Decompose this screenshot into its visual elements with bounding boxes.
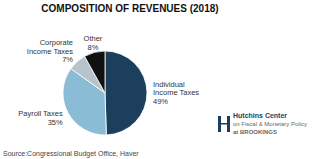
html-text:at BROOKINGS: at BROOKINGS [233, 129, 277, 135]
html-text:on Fiscal & Monetary Policy: on Fiscal & Monetary Policy [233, 121, 307, 127]
svg-text:IndividualIncome Taxes49%: IndividualIncome Taxes49% [153, 79, 199, 105]
svg-text:CorporateIncome Taxes7%: CorporateIncome Taxes7% [27, 38, 73, 64]
html-text:Hutchins Center: Hutchins Center [233, 112, 288, 119]
svg-text:Payroll Taxes35%: Payroll Taxes35% [18, 109, 63, 127]
html-text:COMPOSITION OF REVENUES (2018): COMPOSITION OF REVENUES (2018) [41, 3, 219, 14]
svg-text:Other8%: Other8% [84, 34, 103, 52]
html-text:Source:Congressional Budget Of: Source:Congressional Budget Office, Have… [3, 150, 139, 157]
